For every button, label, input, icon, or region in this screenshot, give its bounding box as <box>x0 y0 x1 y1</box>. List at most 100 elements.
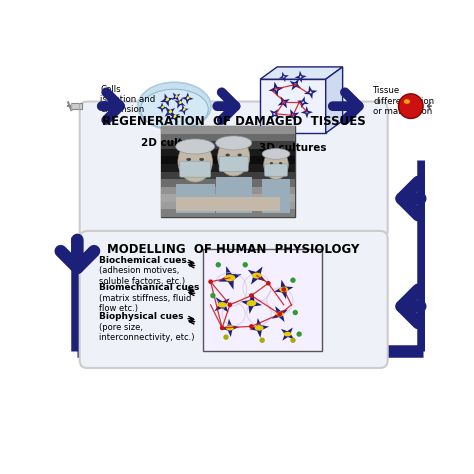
Polygon shape <box>260 67 343 79</box>
Ellipse shape <box>284 332 292 337</box>
Text: 2D cultures: 2D cultures <box>141 138 208 148</box>
Ellipse shape <box>186 158 191 161</box>
Ellipse shape <box>279 162 283 164</box>
Circle shape <box>296 331 302 337</box>
Polygon shape <box>279 72 289 82</box>
Circle shape <box>169 110 172 113</box>
Polygon shape <box>214 297 230 312</box>
Polygon shape <box>157 102 167 113</box>
Circle shape <box>183 108 186 110</box>
Polygon shape <box>178 101 182 105</box>
Polygon shape <box>274 280 293 299</box>
Polygon shape <box>287 109 299 122</box>
Text: Biomechanical cues: Biomechanical cues <box>99 283 199 292</box>
Ellipse shape <box>226 325 234 330</box>
Ellipse shape <box>270 162 273 164</box>
Bar <box>161 126 295 134</box>
Circle shape <box>208 279 213 284</box>
Text: Cells
isolation and
expansion: Cells isolation and expansion <box>100 84 156 114</box>
Polygon shape <box>173 116 176 118</box>
Polygon shape <box>309 91 312 94</box>
Polygon shape <box>297 96 309 108</box>
Ellipse shape <box>252 273 262 279</box>
Ellipse shape <box>237 154 242 156</box>
Bar <box>161 210 295 217</box>
Polygon shape <box>281 287 286 292</box>
Polygon shape <box>186 97 189 100</box>
Text: (matrix stiffness, fluid
flow etc.): (matrix stiffness, fluid flow etc.) <box>99 294 191 313</box>
Ellipse shape <box>224 274 236 281</box>
Text: Tissue
differentiation
or maturation: Tissue differentiation or maturation <box>373 86 434 116</box>
Polygon shape <box>326 67 343 133</box>
Polygon shape <box>169 111 180 122</box>
Bar <box>71 103 82 109</box>
Ellipse shape <box>246 301 256 306</box>
Polygon shape <box>268 82 283 97</box>
Ellipse shape <box>199 158 204 161</box>
Text: REGENERATION  OF DAMAGED  TISSUES: REGENERATION OF DAMAGED TISSUES <box>102 115 365 128</box>
Circle shape <box>162 106 164 108</box>
Polygon shape <box>282 100 285 104</box>
Text: Biochemical cues: Biochemical cues <box>99 256 187 265</box>
Polygon shape <box>281 328 294 341</box>
Polygon shape <box>299 75 302 79</box>
Circle shape <box>175 95 178 97</box>
Bar <box>161 164 295 172</box>
Polygon shape <box>161 106 164 109</box>
Circle shape <box>259 337 265 343</box>
Circle shape <box>278 312 282 316</box>
Ellipse shape <box>176 139 215 154</box>
Polygon shape <box>278 312 282 316</box>
Text: MODELLING  OF HUMAN  PHYSIOLOGY: MODELLING OF HUMAN PHYSIOLOGY <box>108 243 360 256</box>
Text: (adhesion motives,
soluble factors, etc.): (adhesion motives, soluble factors, etc.… <box>99 266 185 286</box>
Ellipse shape <box>216 136 252 150</box>
Polygon shape <box>304 85 318 99</box>
Circle shape <box>228 302 232 307</box>
Circle shape <box>249 293 254 298</box>
Text: 3D cultures: 3D cultures <box>259 143 327 153</box>
Circle shape <box>290 337 296 343</box>
Polygon shape <box>182 92 194 105</box>
Ellipse shape <box>276 311 284 317</box>
Polygon shape <box>301 106 313 118</box>
Circle shape <box>187 96 190 99</box>
Bar <box>216 177 252 213</box>
Ellipse shape <box>404 99 410 104</box>
Polygon shape <box>178 105 189 115</box>
Polygon shape <box>218 266 242 290</box>
Bar <box>176 197 280 211</box>
Polygon shape <box>227 325 232 330</box>
FancyBboxPatch shape <box>80 101 388 238</box>
Polygon shape <box>248 266 266 284</box>
Bar <box>176 183 215 213</box>
Polygon shape <box>248 301 255 306</box>
Circle shape <box>243 262 248 267</box>
Polygon shape <box>286 332 290 336</box>
Polygon shape <box>165 98 169 102</box>
Polygon shape <box>272 306 288 322</box>
Polygon shape <box>182 109 185 111</box>
Polygon shape <box>274 87 278 91</box>
Ellipse shape <box>218 302 227 308</box>
Ellipse shape <box>140 89 208 129</box>
Ellipse shape <box>262 148 290 159</box>
FancyBboxPatch shape <box>180 161 211 177</box>
Circle shape <box>210 293 216 298</box>
Polygon shape <box>273 112 276 115</box>
Ellipse shape <box>226 154 230 156</box>
Polygon shape <box>241 292 262 314</box>
Polygon shape <box>294 71 307 83</box>
Circle shape <box>399 94 423 118</box>
Bar <box>203 249 322 351</box>
Circle shape <box>292 310 298 315</box>
Polygon shape <box>249 318 269 338</box>
Polygon shape <box>260 79 326 133</box>
Bar <box>161 156 295 164</box>
Polygon shape <box>290 79 301 91</box>
Polygon shape <box>227 274 233 281</box>
Polygon shape <box>168 111 171 114</box>
Ellipse shape <box>218 138 250 176</box>
Text: Biophysical cues: Biophysical cues <box>99 312 183 321</box>
Bar <box>262 179 290 213</box>
Ellipse shape <box>255 325 264 331</box>
